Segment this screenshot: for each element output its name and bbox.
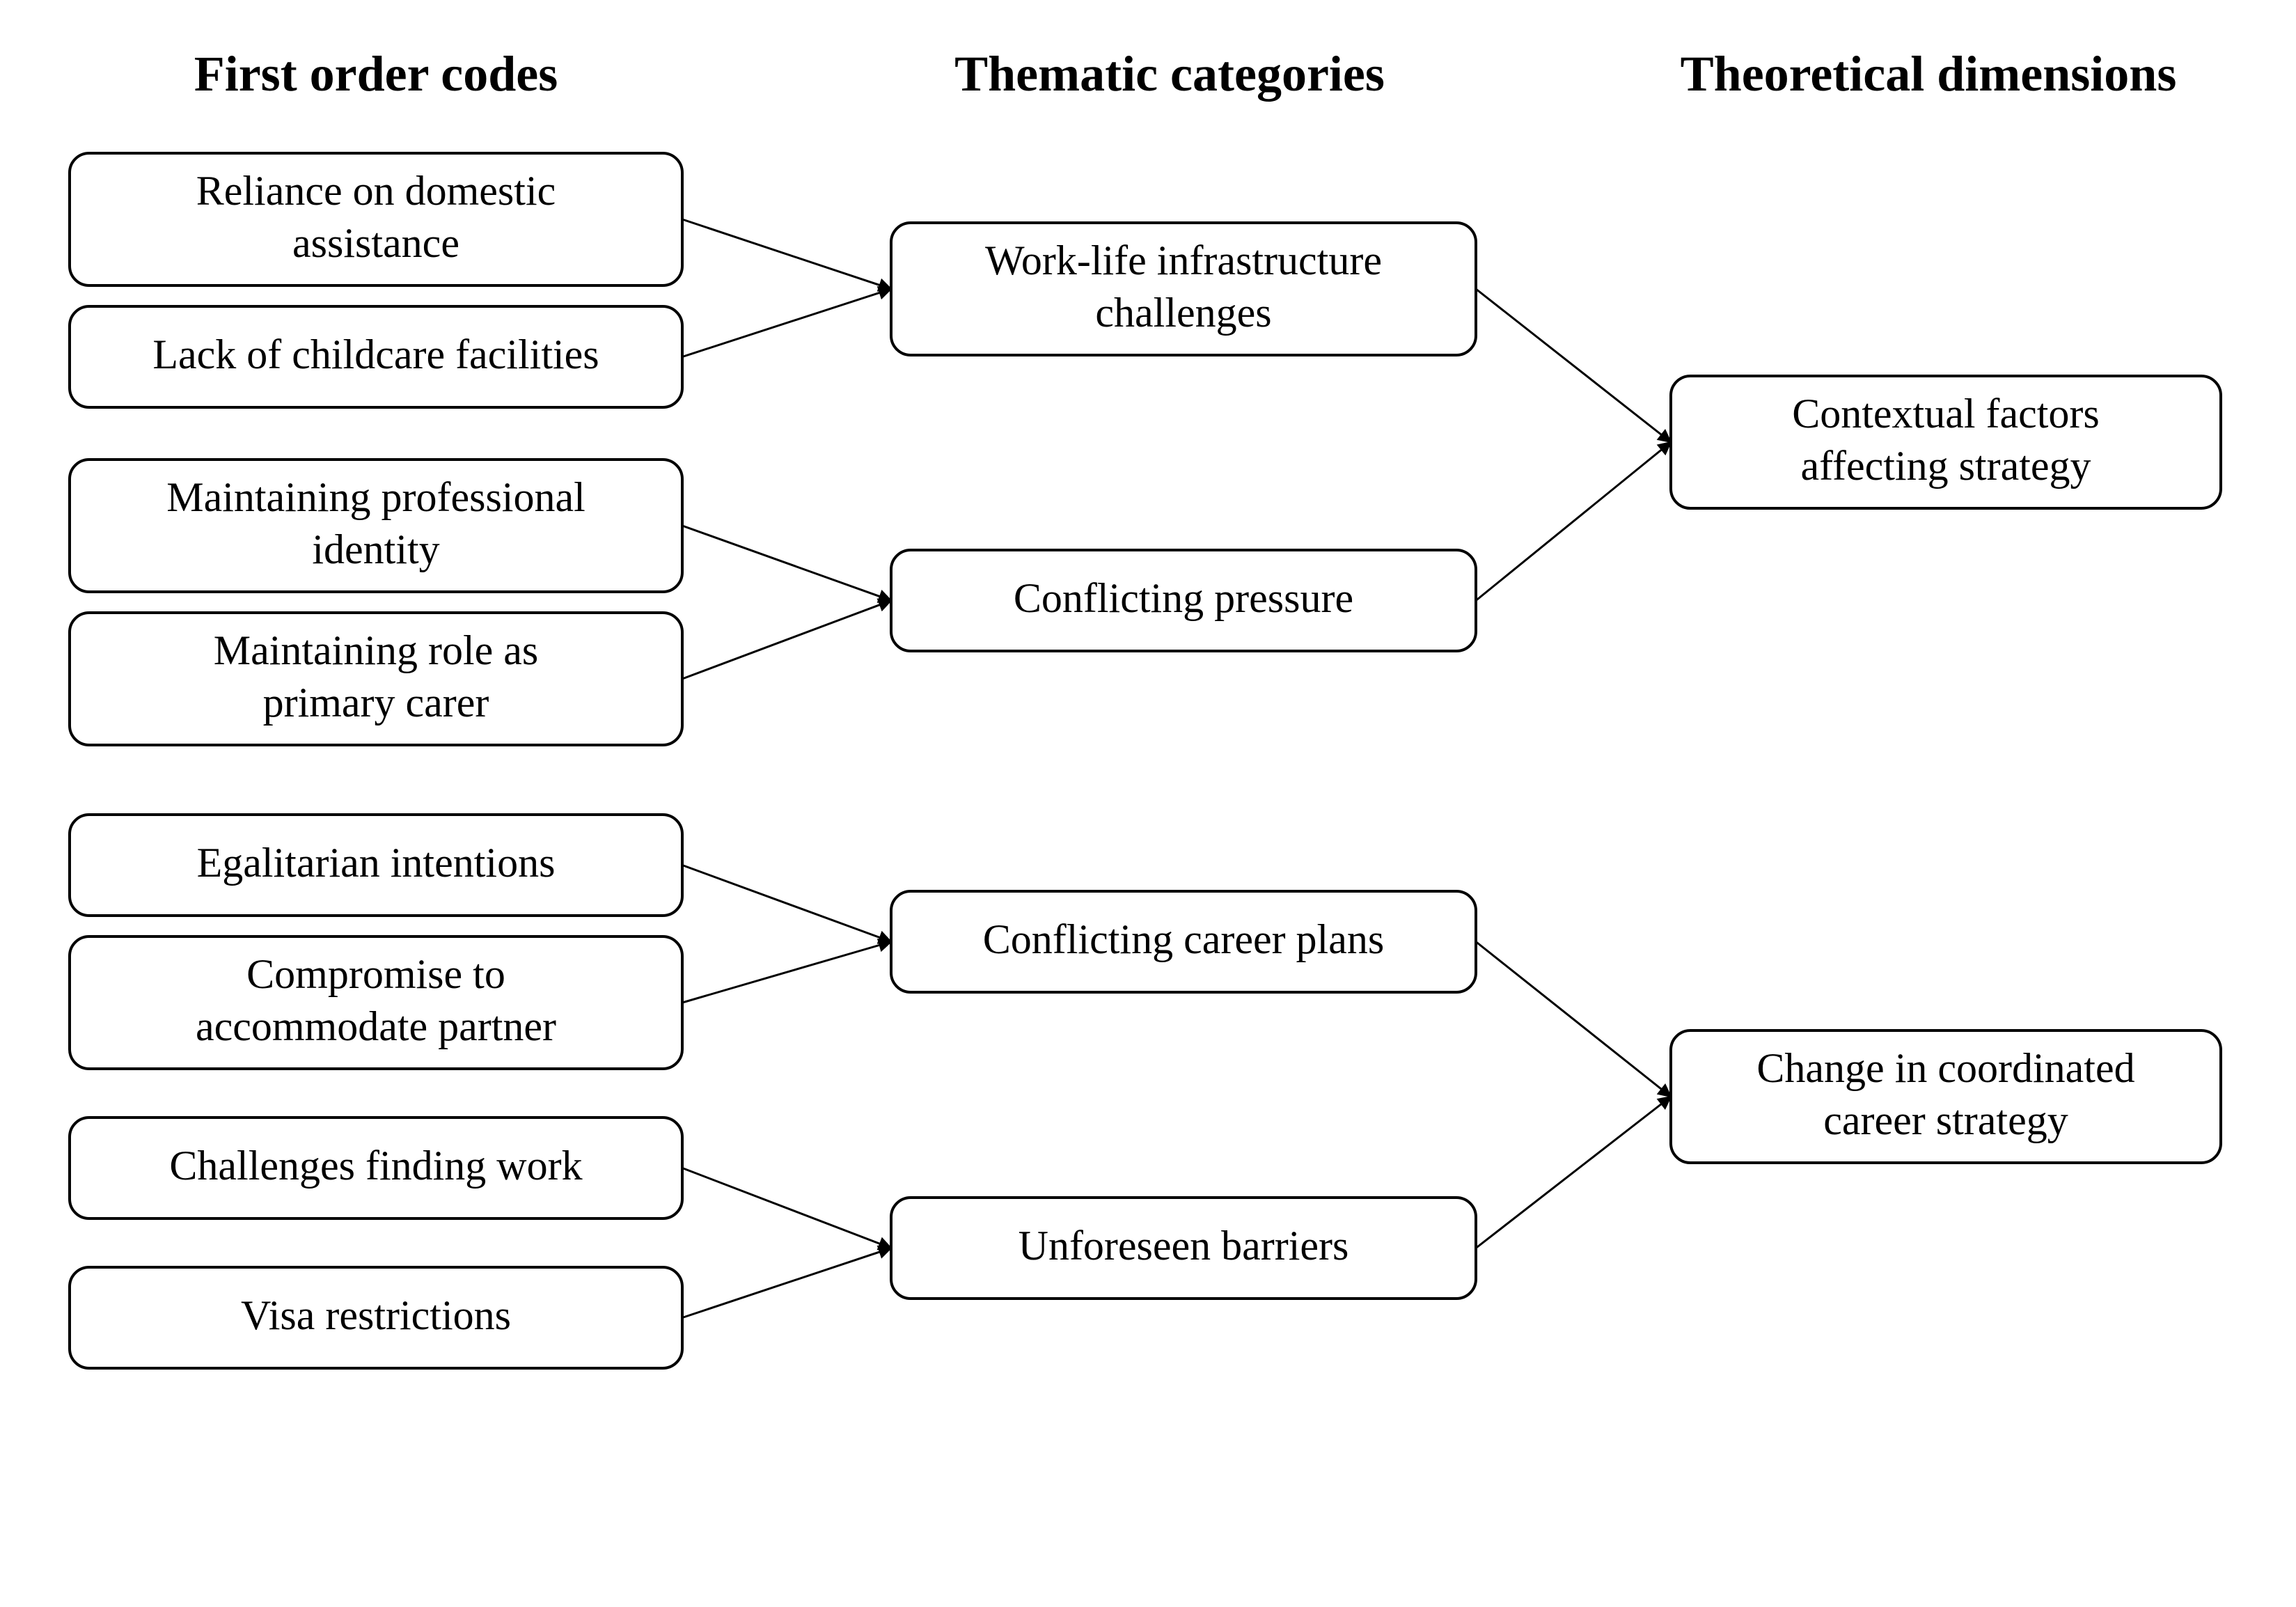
node-t2: Conflicting pressure xyxy=(891,550,1476,651)
node-label: Change in coordinated xyxy=(1756,1045,2134,1091)
column-header: First order codes xyxy=(194,46,558,102)
node-label: Reliance on domestic xyxy=(196,168,556,214)
node-d2: Change in coordinated career strategy xyxy=(1671,1030,2221,1163)
node-label: Unforeseen barriers xyxy=(1019,1223,1349,1269)
node-label: primary carer xyxy=(263,680,489,726)
node-t1: Work-life infrastructure challenges xyxy=(891,223,1476,355)
column-header: Thematic categories xyxy=(954,46,1385,102)
node-label: Challenges finding work xyxy=(169,1143,582,1189)
node-label: affecting strategy xyxy=(1800,443,2091,489)
node-label: Contextual factors xyxy=(1792,391,2100,437)
node-label: Lack of childcare facilities xyxy=(152,331,599,377)
node-label: Egalitarian intentions xyxy=(197,840,556,886)
node-c8: Visa restrictions xyxy=(70,1267,682,1368)
diagram-root: First order codes Thematic categories Theo… xyxy=(0,0,2296,1607)
node-label: identity xyxy=(312,526,439,572)
node-t4: Unforeseen barriers xyxy=(891,1198,1476,1299)
flowchart-svg: First order codes Thematic categories Theo… xyxy=(0,0,2296,1607)
node-label: challenges xyxy=(1095,290,1271,336)
node-label: career strategy xyxy=(1823,1097,2068,1143)
node-label: accommodate partner xyxy=(196,1003,556,1049)
node-t3: Conflicting career plans xyxy=(891,891,1476,992)
node-label: Work-life infrastructure xyxy=(985,237,1382,283)
node-label: Visa restrictions xyxy=(241,1292,511,1338)
node-label: Compromise to xyxy=(246,951,505,997)
node-c5: Egalitarian intentions xyxy=(70,815,682,916)
node-c4: Maintaining role as primary carer xyxy=(70,613,682,745)
node-label: Conflicting career plans xyxy=(983,916,1384,962)
node-c3: Maintaining professional identity xyxy=(70,460,682,592)
node-label: Maintaining professional xyxy=(166,474,585,520)
node-c7: Challenges finding work xyxy=(70,1118,682,1218)
node-label: Conflicting pressure xyxy=(1014,575,1353,621)
node-c1: Reliance on domestic assistance xyxy=(70,153,682,285)
node-label: Maintaining role as xyxy=(214,627,539,673)
node-c2: Lack of childcare facilities xyxy=(70,306,682,407)
node-label: assistance xyxy=(292,220,459,266)
node-c6: Compromise to accommodate partner xyxy=(70,936,682,1069)
node-d1: Contextual factors affecting strategy xyxy=(1671,376,2221,508)
column-header: Theoretical dimensions xyxy=(1681,46,2177,102)
